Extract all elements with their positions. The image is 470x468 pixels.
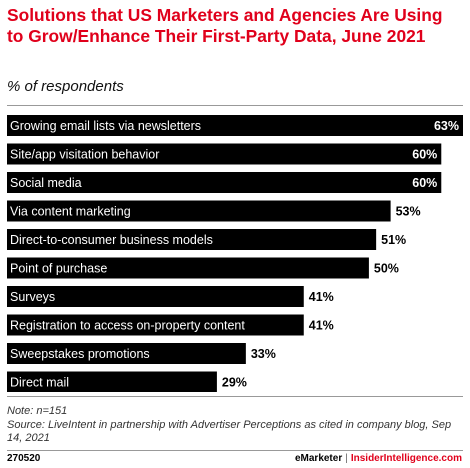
category-label: Registration to access on-property conte… xyxy=(10,319,245,333)
footer-branding: eMarketer | InsiderIntelligence.com xyxy=(295,453,462,464)
chart-notes: Note: n=151 Source: LiveIntent in partne… xyxy=(7,405,465,446)
value-label: 53% xyxy=(396,205,421,219)
brand-separator: | xyxy=(345,453,348,464)
category-label: Surveys xyxy=(10,290,55,304)
category-label: Direct mail xyxy=(10,376,69,390)
sample-note: Note: n=151 xyxy=(7,405,68,417)
bar-1 xyxy=(7,143,442,165)
value-label: 60% xyxy=(412,148,437,162)
value-label: 60% xyxy=(412,176,437,190)
top-divider xyxy=(7,105,463,106)
bar-9 xyxy=(7,371,217,392)
bar-7 xyxy=(7,314,304,336)
chart-id: 270520 xyxy=(7,453,41,464)
category-label: Sweepstakes promotions xyxy=(10,347,150,361)
bar-2 xyxy=(7,172,442,193)
value-label: 50% xyxy=(374,262,399,276)
bar-4 xyxy=(7,229,377,250)
chart-title: Solutions that US Marketers and Agencies… xyxy=(7,5,443,46)
bar-0 xyxy=(7,115,463,136)
value-label: 63% xyxy=(434,119,459,133)
category-label: Social media xyxy=(10,176,82,190)
category-label: Site/app visitation behavior xyxy=(10,148,159,162)
brand-emarketer: eMarketer xyxy=(294,453,343,464)
footer-divider xyxy=(7,450,463,451)
value-label: 51% xyxy=(381,233,406,247)
bar-8 xyxy=(7,343,246,364)
bar-chart: Growing email lists via newsletters 63% Si… xyxy=(7,115,463,392)
bottom-divider xyxy=(7,396,463,397)
source-note: Source: LiveIntent in partnership with A… xyxy=(7,418,452,445)
value-label: 41% xyxy=(309,290,334,304)
bar-3 xyxy=(7,200,391,222)
value-label: 33% xyxy=(251,347,276,361)
value-label: 29% xyxy=(222,376,247,390)
category-label: Growing email lists via newsletters xyxy=(10,119,201,133)
brand-insider-intelligence: InsiderIntelligence.com xyxy=(350,453,462,464)
category-label: Point of purchase xyxy=(10,262,107,276)
value-label: 41% xyxy=(309,319,334,333)
category-label: Direct-to-consumer business models xyxy=(10,233,213,247)
chart-subtitle: % of respondents xyxy=(7,78,124,95)
category-label: Via content marketing xyxy=(10,205,131,219)
bar-5 xyxy=(7,257,369,279)
bar-6 xyxy=(7,286,304,307)
